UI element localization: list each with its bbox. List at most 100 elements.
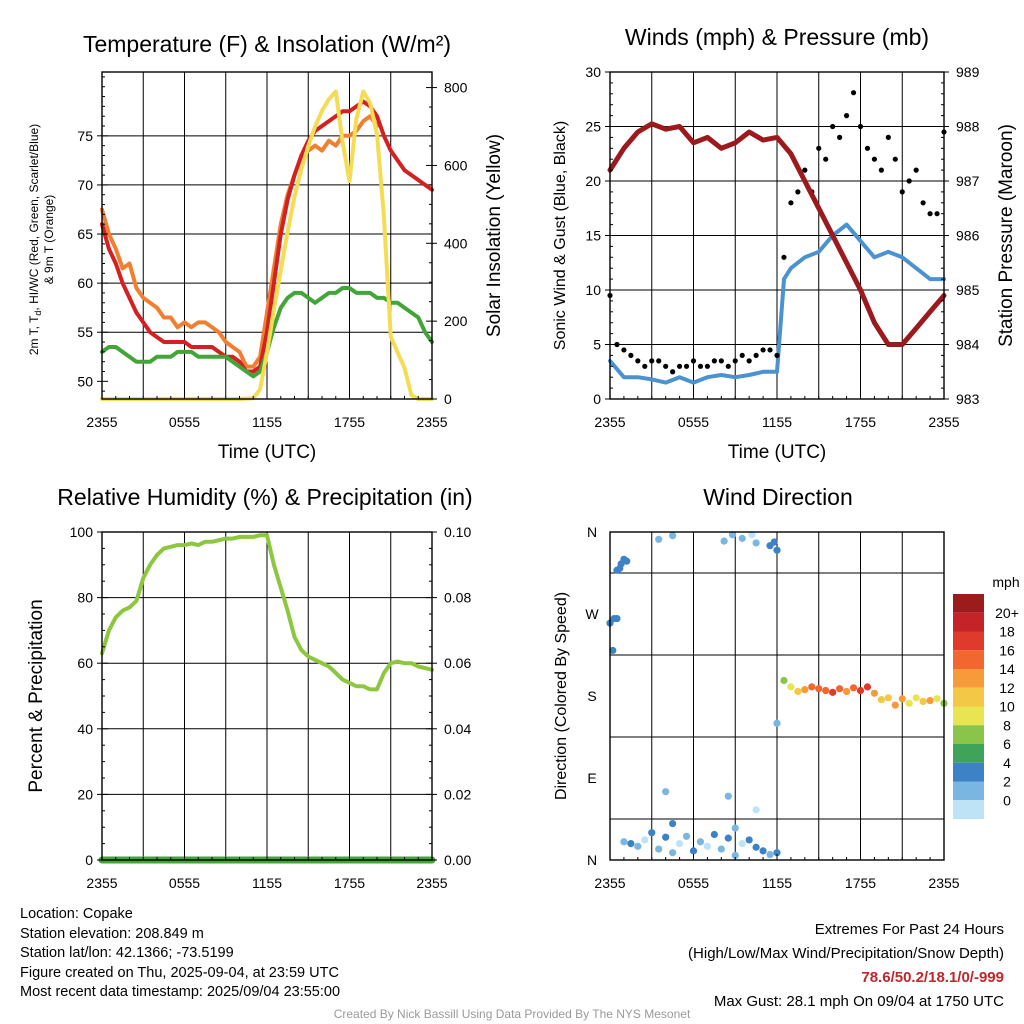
y-tick-label: 20: [585, 173, 601, 189]
x-tick-label: 0555: [169, 875, 200, 891]
colorbar-label: 12: [999, 680, 1015, 696]
x-tick-label: 2355: [416, 875, 447, 891]
data-point: [773, 546, 781, 554]
data-point: [717, 845, 725, 853]
colorbar-swatch: [953, 800, 984, 819]
data-point: [773, 719, 781, 727]
data-point: [682, 832, 691, 840]
y-tick-label: 25: [585, 119, 601, 135]
data-point: [620, 838, 628, 846]
y2-tick-label: 988: [956, 119, 980, 135]
data-point: [837, 134, 843, 140]
data-point: [815, 685, 823, 693]
x-tick-label: 2355: [928, 875, 959, 891]
y-tick-label: N: [587, 852, 597, 868]
data-point: [934, 211, 940, 217]
x-tick-label: 1755: [334, 875, 365, 891]
colorbar-label: 18: [999, 624, 1015, 640]
colorbar-label: 16: [999, 642, 1015, 658]
data-point: [829, 688, 837, 696]
y2-tick-label: 984: [956, 337, 980, 353]
data-point: [720, 537, 728, 545]
data-point: [746, 358, 752, 364]
x-tick-label: 1155: [252, 414, 282, 430]
y-tick-label: 55: [77, 324, 93, 340]
data-point: [669, 819, 677, 828]
data-point: [794, 687, 802, 696]
data-point: [766, 850, 774, 859]
data-point: [808, 683, 816, 691]
data-point: [738, 534, 746, 542]
data-point: [870, 689, 879, 697]
data-point: [710, 830, 718, 839]
y-tick-label: 0: [593, 391, 601, 407]
y2-tick-label: 989: [956, 64, 980, 80]
data-point: [767, 347, 773, 353]
colorbar-swatch: [953, 744, 984, 763]
y-tick-label: 10: [585, 282, 601, 298]
x-axis-label: Time (UTC): [218, 442, 317, 463]
data-point: [669, 532, 677, 540]
y-tick-label: 30: [585, 64, 601, 80]
x-tick-label: 0555: [678, 875, 709, 891]
y-tick-label: 40: [77, 721, 93, 737]
data-point: [760, 347, 766, 353]
colorbar-label: 8: [1003, 717, 1011, 733]
created-text: Figure created on Thu, 2025-09-04, at 23…: [20, 964, 339, 981]
data-point: [863, 683, 872, 691]
colorbar-label: 6: [1003, 736, 1011, 752]
series-line: [100, 99, 434, 374]
data-point: [871, 156, 878, 162]
data-point: [752, 843, 760, 851]
x-tick-label: 2355: [86, 414, 117, 430]
data-point: [613, 614, 621, 623]
data-point: [718, 358, 724, 364]
data-point: [830, 123, 836, 130]
data-point: [669, 849, 677, 857]
data-point: [655, 535, 663, 543]
x-tick-label: 0555: [169, 414, 200, 430]
colorbar-label: 4: [1003, 755, 1011, 771]
data-point: [898, 695, 906, 703]
colorbar-label: 0: [1003, 792, 1011, 808]
y2-tick-label: 0.08: [444, 590, 471, 606]
y-tick-label: 100: [70, 524, 94, 540]
colorbar-label: 20+: [995, 605, 1019, 621]
colorbar-swatch: [953, 725, 984, 744]
y2-tick-label: 983: [956, 391, 980, 407]
y-tick-label: W: [585, 606, 599, 622]
data-point: [627, 840, 635, 848]
data-point: [913, 167, 919, 173]
data-point: [753, 352, 759, 358]
data-point: [802, 167, 808, 173]
data-point: [704, 363, 711, 369]
y-axis-label: Direction (Colored By Speed): [553, 592, 570, 800]
y2-tick-label: 0: [444, 391, 452, 407]
station-info: Location: Copake Station elevation: 208.…: [20, 905, 340, 1003]
colorbar-label: 10: [999, 699, 1015, 715]
data-point: [920, 200, 926, 206]
y2-axis-label: Station Pressure (Maroon): [996, 124, 1017, 347]
y-tick-label: 50: [77, 373, 93, 389]
y-tick-label: 60: [77, 275, 93, 291]
data-point: [912, 694, 920, 702]
chart-title: Relative Humidity (%) & Precipitation (i…: [57, 484, 472, 510]
colorbar-swatch: [953, 762, 984, 782]
x-axis-label: Time (UTC): [728, 442, 827, 463]
data-point: [899, 189, 905, 195]
y-tick-label: 60: [77, 655, 93, 671]
data-point: [655, 845, 663, 853]
data-point: [864, 145, 871, 151]
elevation-text: Station elevation: 208.849 m: [20, 925, 204, 942]
series-line: [607, 121, 947, 347]
recent-text: Most recent data timestamp: 2025/09/04 2…: [20, 984, 341, 1000]
colorbar-swatch: [953, 706, 984, 726]
x-tick-label: 1155: [762, 414, 792, 430]
data-point: [739, 352, 745, 358]
x-tick-label: 1755: [845, 414, 876, 430]
data-point: [696, 838, 705, 846]
colorbar-swatch: [953, 687, 984, 707]
x-tick-label: 2355: [416, 414, 447, 430]
y2-tick-label: 0.04: [444, 721, 471, 737]
y2-tick-label: 200: [444, 313, 468, 329]
